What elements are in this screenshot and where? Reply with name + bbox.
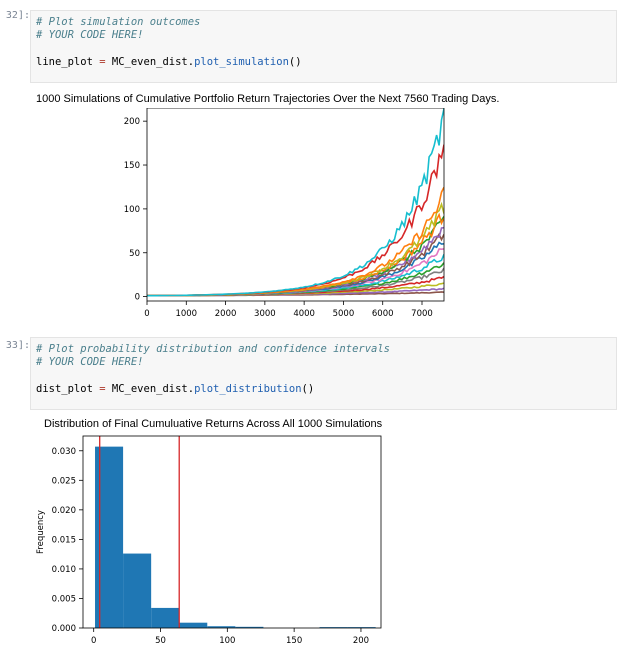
histogram-bar <box>123 553 152 628</box>
simulation-lines <box>147 108 444 297</box>
code-operator: = <box>99 55 106 68</box>
histogram-bar <box>179 622 208 628</box>
x-tick-label: 150 <box>286 636 302 646</box>
histogram-bar <box>347 627 376 628</box>
plot-frame <box>146 108 445 302</box>
y-tick-label: 0 <box>135 293 140 303</box>
x-tick-label: 200 <box>353 636 369 646</box>
code-operator: = <box>99 382 106 395</box>
x-tick-label: 100 <box>219 636 235 646</box>
code-variable: dist_plot <box>36 382 93 395</box>
distribution-histogram: 0 50 100 150 200 0.000 0.005 0.010 0.015 0.020 0.0… <box>36 435 382 646</box>
code-paren: () <box>301 382 315 395</box>
code-comment: # Plot probability distribution and conf… <box>36 343 391 355</box>
x-tick-label: 6000 <box>372 309 394 319</box>
histogram-bar <box>151 607 180 628</box>
simulation-line <box>147 108 444 297</box>
code-variable: line_plot <box>36 55 93 68</box>
x-tick-label: 1000 <box>175 309 197 319</box>
cell-prompt: 33]: <box>5 340 30 351</box>
y-tick-label: 0.020 <box>52 506 76 516</box>
x-tick-label: 0 <box>144 309 149 319</box>
y-tick-label: 0.000 <box>52 624 76 634</box>
code-object: MC_even_dist. <box>111 382 195 395</box>
cell-prompt: 32]: <box>5 10 30 21</box>
histogram-bar <box>235 626 264 628</box>
code-comment: # Plot simulation outcomes <box>36 16 201 28</box>
y-tick-label: 0.005 <box>52 594 76 604</box>
code-comment: # YOUR CODE HERE! <box>36 29 144 42</box>
x-tick-label: 3000 <box>254 309 276 319</box>
x-tick-label: 7000 <box>411 309 433 319</box>
simulation-line-chart: 0 1000 2000 3000 4000 5000 6000 7000 0 50 100 150 20… <box>124 108 445 319</box>
y-tick-label: 150 <box>124 161 140 171</box>
y-tick-label: 0.010 <box>52 565 76 575</box>
code-paren: () <box>288 55 302 68</box>
histogram-title: Distribution of Final Cumuluative Return… <box>44 418 383 430</box>
code-blank-line <box>36 369 611 382</box>
code-input[interactable]: # Plot simulation outcomes # YOUR CODE H… <box>30 10 617 83</box>
code-function: plot_simulation <box>194 55 289 68</box>
code-blank-line <box>36 42 611 55</box>
code-object: MC_even_dist. <box>111 55 195 68</box>
histogram-bar <box>207 626 236 628</box>
code-function: plot_distribution <box>194 382 302 395</box>
y-axis-label: Frequency <box>36 510 46 554</box>
notebook-cell-33[interactable]: 33]: # Plot probability distribution and… <box>0 330 617 415</box>
y-tick-label: 0.025 <box>52 476 76 486</box>
plot-frame <box>82 435 382 629</box>
histogram-bar <box>319 627 348 628</box>
notebook-cell-32[interactable]: 32]: # Plot simulation outcomes # YOUR C… <box>0 0 617 85</box>
x-tick-label: 0 <box>91 636 96 646</box>
y-tick-label: 0.015 <box>52 535 76 545</box>
x-tick-label: 4000 <box>293 309 315 319</box>
code-statement: line_plot = MC_even_dist.plot_simulation… <box>36 56 611 69</box>
line-chart-title: 1000 Simulations of Cumulative Portfolio… <box>36 93 500 105</box>
y-tick-label: 200 <box>124 117 140 127</box>
code-comment: # YOUR CODE HERE! <box>36 356 144 369</box>
simulation-line <box>147 144 444 297</box>
code-statement: dist_plot = MC_even_dist.plot_distributi… <box>36 383 611 396</box>
code-input[interactable]: # Plot probability distribution and conf… <box>30 337 617 410</box>
y-tick-label: 50 <box>129 249 140 259</box>
y-tick-label: 100 <box>124 205 140 215</box>
x-tick-label: 50 <box>155 636 166 646</box>
x-tick-label: 2000 <box>215 309 237 319</box>
x-tick-label: 5000 <box>333 309 355 319</box>
y-tick-label: 0.030 <box>52 447 76 457</box>
